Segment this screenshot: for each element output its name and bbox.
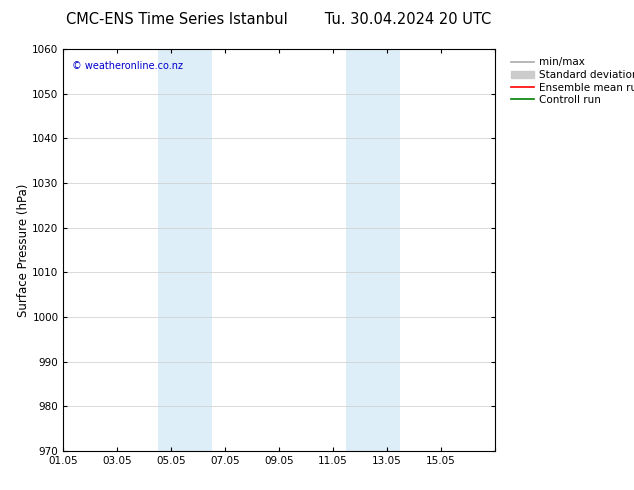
Y-axis label: Surface Pressure (hPa): Surface Pressure (hPa) — [16, 183, 30, 317]
Legend: min/max, Standard deviation, Ensemble mean run, Controll run: min/max, Standard deviation, Ensemble me… — [508, 54, 634, 108]
Bar — [158, 49, 212, 451]
Text: © weatheronline.co.nz: © weatheronline.co.nz — [72, 61, 183, 71]
Text: CMC-ENS Time Series Istanbul        Tu. 30.04.2024 20 UTC: CMC-ENS Time Series Istanbul Tu. 30.04.2… — [67, 12, 491, 27]
Bar — [346, 49, 400, 451]
